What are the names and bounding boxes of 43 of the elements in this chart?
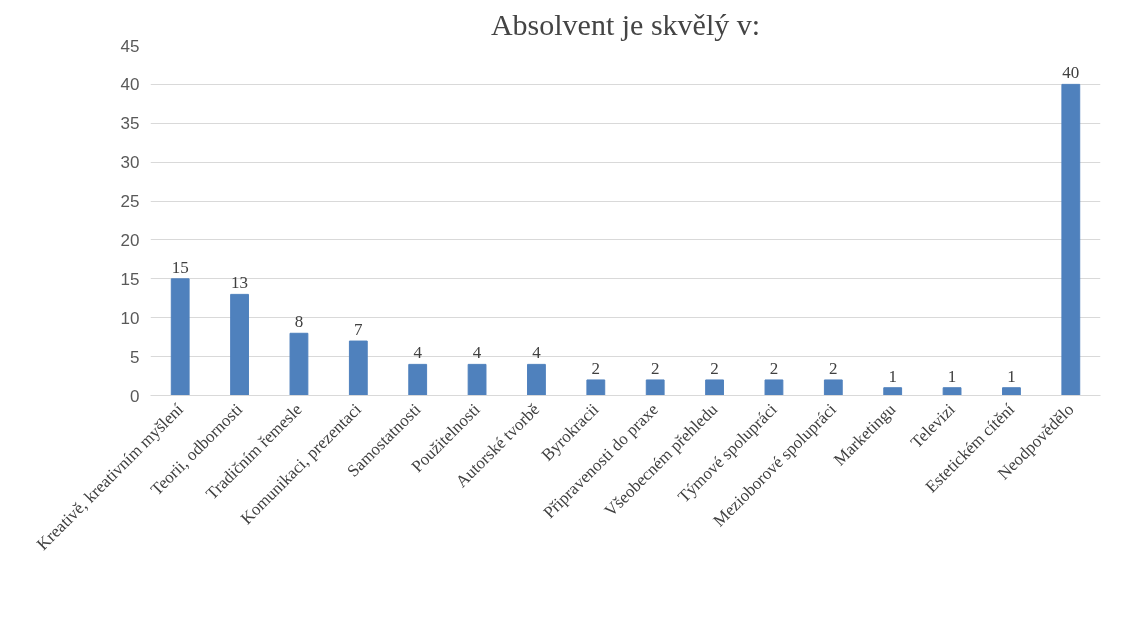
bar: [1002, 387, 1021, 396]
y-tick-label: 15: [120, 269, 140, 289]
data-label: 2: [650, 358, 660, 378]
data-label: 15: [171, 257, 189, 277]
y-tick-label: 0: [130, 386, 140, 406]
data-label: 1: [947, 366, 957, 386]
chart-title: Absolvent je skvělý v:: [490, 7, 761, 41]
data-label: 4: [532, 343, 542, 363]
y-tick-label: 25: [120, 192, 140, 212]
bar: [586, 379, 606, 396]
data-label: 2: [591, 358, 601, 378]
bar: [289, 332, 309, 396]
bar: [408, 363, 428, 396]
bar: [467, 363, 487, 396]
y-tick-label: 10: [120, 308, 140, 328]
y-tick-label: 35: [120, 114, 140, 134]
y-tick-label: 5: [130, 347, 140, 367]
y-tick-label: 45: [120, 36, 140, 56]
data-label: 2: [710, 358, 719, 378]
data-label: 40: [1062, 63, 1080, 83]
data-label: 7: [354, 320, 364, 340]
data-label: 4: [413, 343, 423, 363]
bar: [170, 278, 190, 396]
data-label: 13: [231, 273, 249, 293]
bar: [883, 387, 903, 396]
bar: [230, 293, 249, 396]
y-tick-label: 20: [120, 230, 140, 250]
data-label: 1: [1007, 366, 1016, 386]
data-label: 1: [888, 366, 897, 386]
y-tick-label: 40: [120, 75, 140, 95]
data-label: 8: [294, 312, 304, 332]
data-label: 2: [769, 358, 779, 378]
bar: [823, 379, 843, 396]
y-tick-label: 30: [120, 153, 140, 173]
data-label: 4: [472, 343, 482, 363]
bar: [527, 363, 546, 396]
bar: [942, 387, 962, 396]
data-label: 2: [829, 358, 838, 378]
bar: [348, 340, 368, 396]
bar: [764, 379, 784, 396]
bar: [645, 379, 665, 396]
bar: [1061, 83, 1081, 396]
bar: [705, 379, 724, 396]
